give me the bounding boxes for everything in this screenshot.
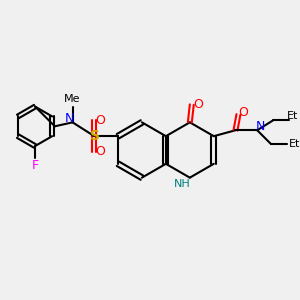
- Text: NH: NH: [174, 178, 190, 189]
- Text: S: S: [90, 129, 100, 143]
- Text: Et: Et: [287, 111, 298, 122]
- Text: O: O: [193, 98, 203, 111]
- Text: N: N: [256, 120, 265, 133]
- Text: Me: Me: [64, 94, 81, 104]
- Text: O: O: [95, 146, 105, 158]
- Text: N: N: [65, 112, 74, 125]
- Text: O: O: [95, 114, 105, 127]
- Text: O: O: [238, 106, 248, 119]
- Text: Et: Et: [289, 139, 300, 149]
- Text: F: F: [32, 159, 39, 172]
